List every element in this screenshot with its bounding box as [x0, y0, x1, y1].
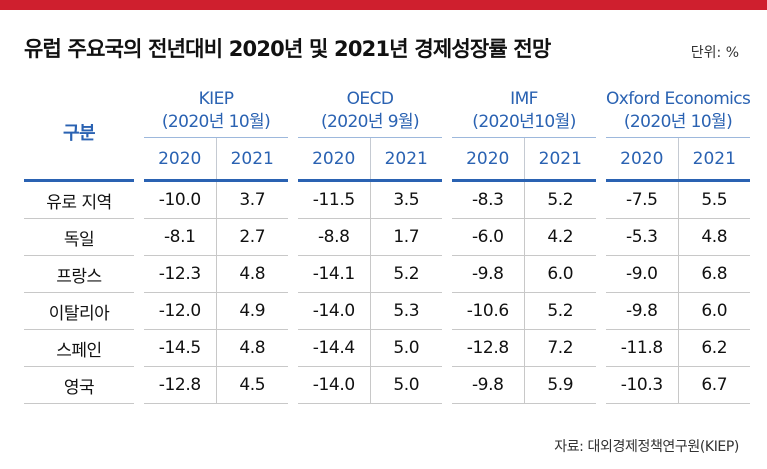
value-cell: -12.8 [452, 329, 525, 367]
value-cell: -7.5 [606, 180, 679, 219]
row-label: 이탈리아 [24, 292, 134, 330]
org-header-oecd: OECD (2020년 9월) [298, 84, 442, 138]
value-cell: 6.8 [678, 255, 751, 293]
value-cell: -9.8 [606, 292, 679, 330]
org-header-oxford: Oxford Economics (2020년 10월) [606, 84, 751, 138]
year-header-row: 2020 2021 2020 2021 2020 2021 2020 2021 [24, 137, 751, 182]
value-cell: 5.0 [370, 366, 442, 404]
org-name: KIEP [198, 88, 234, 109]
org-date: (2020년 9월) [320, 111, 420, 132]
org-date: (2020년 10월) [161, 111, 271, 132]
value-cell: -8.8 [298, 218, 371, 256]
value-cell: -6.0 [452, 218, 525, 256]
value-cell: -12.3 [144, 255, 217, 293]
table-row: 영국 -12.8 4.5 -14.0 5.0 -9.8 5.9 -10.3 6.7 [24, 366, 751, 404]
value-cell: 4.8 [678, 218, 751, 256]
value-cell: -9.8 [452, 366, 525, 404]
value-cell: -14.0 [298, 292, 371, 330]
value-cell: 4.8 [216, 255, 288, 293]
source-note: 자료: 대외경제정책연구원(KIEP) [554, 439, 739, 455]
value-cell: 6.0 [524, 255, 597, 293]
org-name: IMF [510, 88, 538, 109]
value-cell: -10.6 [452, 292, 525, 330]
value-cell: -14.4 [298, 329, 371, 367]
value-cell: 4.8 [216, 329, 288, 367]
org-date: (2020년 10월) [623, 111, 733, 132]
value-cell: 5.5 [678, 180, 751, 219]
value-cell: 6.7 [678, 366, 751, 404]
table-row: 스페인 -14.5 4.8 -14.4 5.0 -12.8 7.2 -11.8 6.2 [24, 329, 751, 367]
value-cell: -11.5 [298, 180, 371, 219]
value-cell: -12.8 [144, 366, 217, 404]
year-header: 2020 [298, 137, 371, 182]
value-cell: -11.8 [606, 329, 679, 367]
value-cell: 7.2 [524, 329, 597, 367]
value-cell: -12.0 [144, 292, 217, 330]
value-cell: 5.2 [524, 180, 597, 219]
value-cell: 5.0 [370, 329, 442, 367]
value-cell: -14.5 [144, 329, 217, 367]
table-row: 프랑스 -12.3 4.8 -14.1 5.2 -9.8 6.0 -9.0 6.8 [24, 255, 751, 293]
value-cell: -10.0 [144, 180, 217, 219]
year-header: 2020 [606, 137, 679, 182]
unit-label: 단위: % [690, 45, 739, 61]
org-header-row: 구분 KIEP (2020년 10월) OECD (2020년 9월) IMF (20… [24, 84, 751, 182]
org-header-imf: IMF (2020년10월) [452, 84, 597, 138]
value-cell: 1.7 [370, 218, 442, 256]
row-label: 스페인 [24, 329, 134, 367]
row-label: 프랑스 [24, 255, 134, 293]
row-header-label: 구분 [24, 84, 134, 182]
value-cell: -10.3 [606, 366, 679, 404]
value-cell: 5.9 [524, 366, 597, 404]
value-cell: -9.8 [452, 255, 525, 293]
year-header: 2021 [370, 137, 442, 182]
value-cell: 2.7 [216, 218, 288, 256]
table-row: 독일 -8.1 2.7 -8.8 1.7 -6.0 4.2 -5.3 4.8 [24, 218, 751, 256]
year-header: 2020 [144, 137, 217, 182]
value-cell: -9.0 [606, 255, 679, 293]
table-row: 유로 지역 -10.0 3.7 -11.5 3.5 -8.3 5.2 -7.5 5.5 [24, 180, 751, 219]
year-header: 2021 [524, 137, 597, 182]
org-name: OECD [346, 88, 394, 109]
value-cell: 4.9 [216, 292, 288, 330]
value-cell: 4.2 [524, 218, 597, 256]
org-header-kiep: KIEP (2020년 10월) [144, 84, 288, 138]
page-title: 유럽 주요국의 전년대비 2020년 및 2021년 경제성장률 전망 [24, 37, 551, 61]
org-name: Oxford Economics [606, 88, 751, 109]
value-cell: 6.0 [678, 292, 751, 330]
row-label: 유로 지역 [24, 180, 134, 219]
row-label: 영국 [24, 366, 134, 404]
value-cell: 3.5 [370, 180, 442, 219]
value-cell: 4.5 [216, 366, 288, 404]
year-header: 2021 [216, 137, 288, 182]
top-accent-bar [0, 0, 767, 10]
year-header: 2020 [452, 137, 525, 182]
growth-forecast-table: 구분 KIEP (2020년 10월) OECD (2020년 9월) IMF (20… [24, 84, 751, 404]
value-cell: 3.7 [216, 180, 288, 219]
value-cell: 5.2 [370, 255, 442, 293]
value-cell: 6.2 [678, 329, 751, 367]
value-cell: -8.1 [144, 218, 217, 256]
value-cell: 5.2 [524, 292, 597, 330]
value-cell: -14.1 [298, 255, 371, 293]
value-cell: -5.3 [606, 218, 679, 256]
year-header: 2021 [678, 137, 751, 182]
value-cell: -8.3 [452, 180, 525, 219]
org-date: (2020년10월) [472, 111, 576, 132]
value-cell: -14.0 [298, 366, 371, 404]
value-cell: 5.3 [370, 292, 442, 330]
table-row: 이탈리아 -12.0 4.9 -14.0 5.3 -10.6 5.2 -9.8 6.0 [24, 292, 751, 330]
row-label: 독일 [24, 218, 134, 256]
